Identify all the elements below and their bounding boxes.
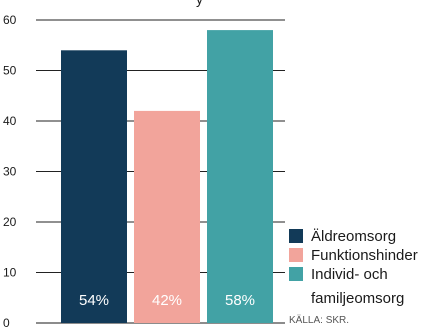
legend-label-3-line-1: Individ- och — [311, 266, 388, 283]
bar-value-label-1: 54% — [79, 292, 109, 309]
legend-swatch-2 — [289, 248, 303, 262]
bar-value-label-2: 42% — [152, 292, 182, 309]
y-tick-label-40: 40 — [3, 114, 17, 128]
legend-label-3-line-2: familjeomsorg — [311, 290, 404, 307]
y-axis: 0 10 20 30 40 50 60 — [3, 13, 17, 327]
y-tick-label-50: 50 — [3, 64, 17, 78]
bar-1 — [61, 50, 127, 324]
legend-label-1-line-1: Äldreomsorg — [311, 228, 396, 245]
legend-swatch-3 — [289, 267, 303, 281]
source-note: KÄLLA: SKR. — [289, 314, 349, 326]
y-tick-label-60: 60 — [3, 13, 17, 27]
legend-swatch-1 — [289, 229, 303, 243]
y-tick-label-0: 0 — [3, 316, 10, 327]
bar-value-label-3: 58% — [225, 292, 255, 309]
y-tick-label-10: 10 — [3, 266, 17, 280]
top-text-fragment: y — [196, 0, 203, 7]
bar-3 — [207, 30, 273, 323]
y-tick-label-20: 20 — [3, 215, 17, 229]
y-tick-label-30: 30 — [3, 165, 17, 179]
bars — [61, 30, 273, 324]
legend-label-2-line-1: Funktionshinder — [311, 247, 418, 264]
bar-2 — [134, 110, 200, 324]
bar-value-labels: 54% 42% 58% — [79, 292, 255, 309]
legend: Äldreomsorg Funktionshinder Individ- och fa… — [289, 228, 418, 307]
